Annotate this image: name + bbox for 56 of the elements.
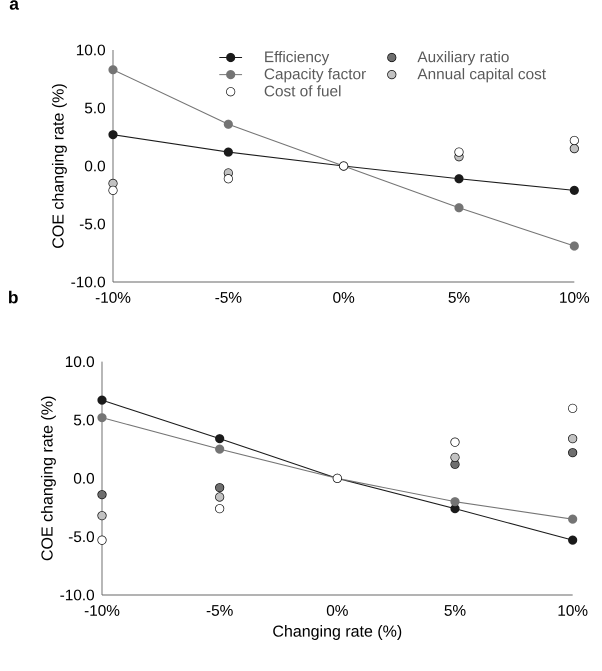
x-tick-label: 5% <box>444 605 466 616</box>
point <box>215 434 224 444</box>
legend-label: Cost of fuel <box>264 85 340 96</box>
y-tick-label: -5.0 <box>80 218 106 230</box>
x-tick-label: 10% <box>558 605 588 616</box>
y-tick-label: 10.0 <box>66 356 94 368</box>
y-tick-label: 0.0 <box>74 472 94 484</box>
x-tick-label: 10% <box>560 292 590 303</box>
legend-label: Auxiliary ratio <box>417 50 509 66</box>
point <box>568 514 578 524</box>
point <box>570 144 579 154</box>
point <box>568 434 578 444</box>
x-tick-label: -5% <box>206 605 233 616</box>
point <box>454 147 464 157</box>
point <box>215 444 224 454</box>
chart-title: a <box>10 0 20 10</box>
y-axis-title: COE changing rate (%) <box>40 396 56 560</box>
point <box>454 203 464 212</box>
y-tick-label: -10.0 <box>60 590 94 600</box>
legend-label: Capacity factor <box>264 68 366 82</box>
point <box>568 536 578 545</box>
point <box>450 452 460 462</box>
y-tick-label: 5.0 <box>74 414 94 426</box>
point <box>215 483 224 492</box>
point <box>454 174 464 184</box>
x-tick-label: -10% <box>96 292 130 303</box>
x-tick-label: -5% <box>215 292 242 303</box>
point <box>97 413 107 422</box>
chart-title: b <box>9 290 18 304</box>
point <box>97 490 107 500</box>
point <box>108 130 118 140</box>
x-tick-label: -10% <box>84 605 120 616</box>
x-tick-label: 5% <box>448 292 470 303</box>
point <box>108 65 118 74</box>
point <box>97 396 107 405</box>
point <box>97 511 107 520</box>
x-tick-label: 0% <box>333 292 354 303</box>
y-tick-label: -10.0 <box>71 276 106 288</box>
legend-label: Efficiency <box>265 50 330 66</box>
point <box>450 497 460 506</box>
point <box>108 186 118 195</box>
point <box>224 174 233 184</box>
y-axis-title: COE changing rate (%) <box>52 84 67 248</box>
y-tick-label: 0.0 <box>84 160 106 172</box>
point <box>570 186 579 195</box>
y-tick-label: -5.0 <box>68 531 94 542</box>
point <box>224 120 233 129</box>
y-tick-label: 5.0 <box>84 102 106 114</box>
point <box>224 147 233 157</box>
x-axis-title: Changing rate (%) <box>273 625 402 640</box>
y-tick-label: 10.0 <box>76 44 106 56</box>
point <box>568 448 578 458</box>
x-tick-label: 0% <box>326 605 348 616</box>
legend-label: Annual capital cost <box>417 68 546 82</box>
point <box>215 492 224 502</box>
point <box>570 241 579 251</box>
